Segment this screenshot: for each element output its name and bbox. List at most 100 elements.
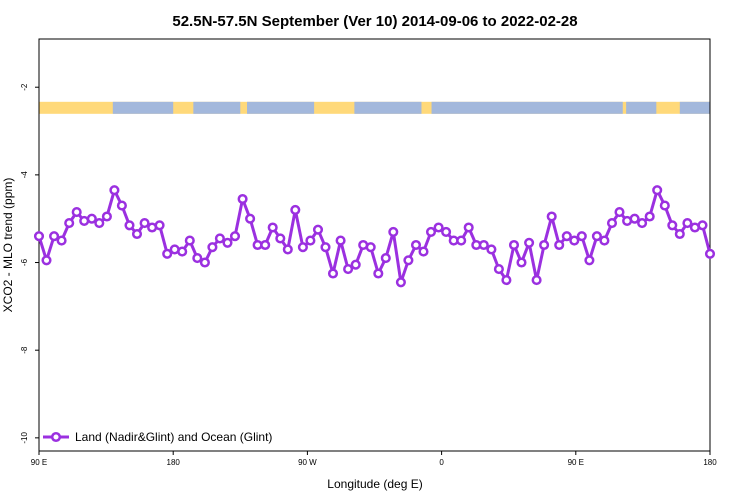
data-point	[71, 207, 82, 218]
data-point	[667, 220, 678, 231]
data-point	[139, 218, 150, 229]
data-point	[486, 244, 497, 255]
data-point	[516, 257, 527, 268]
data-point	[101, 211, 112, 222]
data-point	[410, 239, 422, 251]
data-point	[554, 239, 565, 251]
chart-title: 52.5N-57.5N September (Ver 10) 2014-09-0…	[172, 13, 577, 30]
legend-label: Land (Nadir&Glint) and Ocean (Glint)	[75, 430, 272, 444]
data-point	[599, 235, 610, 246]
data-point	[493, 264, 504, 275]
data-point	[637, 218, 648, 229]
data-point	[425, 226, 437, 237]
data-point	[365, 242, 376, 253]
data-point	[441, 226, 452, 237]
data-point	[297, 242, 308, 253]
band-ocean	[193, 101, 241, 114]
data-point	[94, 218, 105, 229]
data-point	[222, 237, 233, 248]
data-point	[697, 220, 708, 231]
y-axis-title: XCO2 - MLO trend (ppm)	[1, 178, 15, 313]
data-point	[207, 242, 218, 253]
data-point	[154, 220, 165, 231]
data-point	[214, 233, 225, 244]
band-ocean	[354, 101, 422, 114]
data-point	[343, 264, 354, 275]
x-axis: 90 E 180 90 W 0 90 E 180	[31, 451, 717, 467]
data-point	[539, 239, 550, 251]
data-point	[561, 231, 572, 242]
x-tick-label: 90 E	[568, 458, 584, 467]
data-point	[576, 231, 587, 242]
data-point	[614, 207, 625, 218]
data-point	[162, 248, 173, 259]
data-point	[524, 237, 535, 248]
data-point	[501, 275, 512, 286]
legend-marker	[50, 431, 62, 443]
data-point	[652, 185, 663, 196]
y-tick-label: -2	[20, 83, 29, 91]
data-point	[433, 222, 444, 233]
data-point	[629, 213, 640, 224]
data-point	[192, 253, 203, 264]
data-point	[350, 259, 361, 270]
y-tick-label: -10	[20, 432, 29, 444]
data-point	[659, 200, 670, 211]
data-point	[56, 235, 67, 246]
series-group	[33, 185, 716, 288]
data-point	[282, 244, 293, 255]
data-point	[569, 235, 580, 246]
data-point	[109, 185, 120, 196]
y-tick-label: -8	[20, 346, 29, 354]
data-point	[606, 218, 618, 229]
data-point	[320, 242, 331, 253]
x-tick-label: 180	[703, 458, 717, 467]
data-point	[463, 222, 474, 233]
band-ocean	[626, 101, 657, 114]
data-point	[237, 193, 248, 205]
data-point	[591, 231, 602, 242]
data-point	[388, 226, 399, 237]
data-point	[456, 235, 467, 246]
band-ocean	[247, 101, 315, 114]
legend: Land (Nadir&Glint) and Ocean (Glint)	[43, 430, 272, 444]
data-point	[305, 235, 316, 246]
data-point	[704, 248, 716, 259]
x-tick-label: 90 E	[31, 458, 47, 467]
data-point	[584, 255, 595, 266]
x-axis-title: Longitude (deg E)	[327, 477, 422, 491]
data-point	[116, 200, 127, 211]
data-point	[41, 255, 52, 266]
data-point	[508, 239, 520, 251]
data-point	[245, 213, 256, 224]
band-ocean	[112, 101, 174, 114]
y-tick-label: -6	[20, 258, 29, 266]
data-point	[335, 235, 346, 246]
y-tick-label: -4	[20, 171, 29, 179]
data-point	[260, 239, 271, 251]
data-point	[199, 257, 210, 268]
x-tick-label: 180	[167, 458, 181, 467]
data-point	[380, 253, 391, 264]
data-point	[33, 231, 45, 242]
data-point	[290, 204, 301, 215]
data-point	[546, 211, 557, 222]
band-ocean	[431, 101, 623, 114]
data-point	[327, 268, 339, 279]
y-axis: -2 -4 -6 -8 -10	[20, 83, 39, 444]
plot-frame	[38, 38, 711, 452]
data-point	[418, 246, 429, 257]
data-point	[177, 246, 188, 257]
data-point	[86, 213, 97, 224]
band-ocean	[679, 101, 710, 114]
data-point	[131, 228, 143, 240]
data-point	[478, 239, 489, 251]
data-point	[64, 218, 75, 229]
data-point	[674, 228, 685, 240]
data-point	[373, 268, 384, 279]
data-point	[229, 231, 241, 242]
x-tick-label: 0	[439, 458, 444, 467]
surface-type-band	[39, 101, 710, 114]
data-point	[403, 255, 414, 266]
